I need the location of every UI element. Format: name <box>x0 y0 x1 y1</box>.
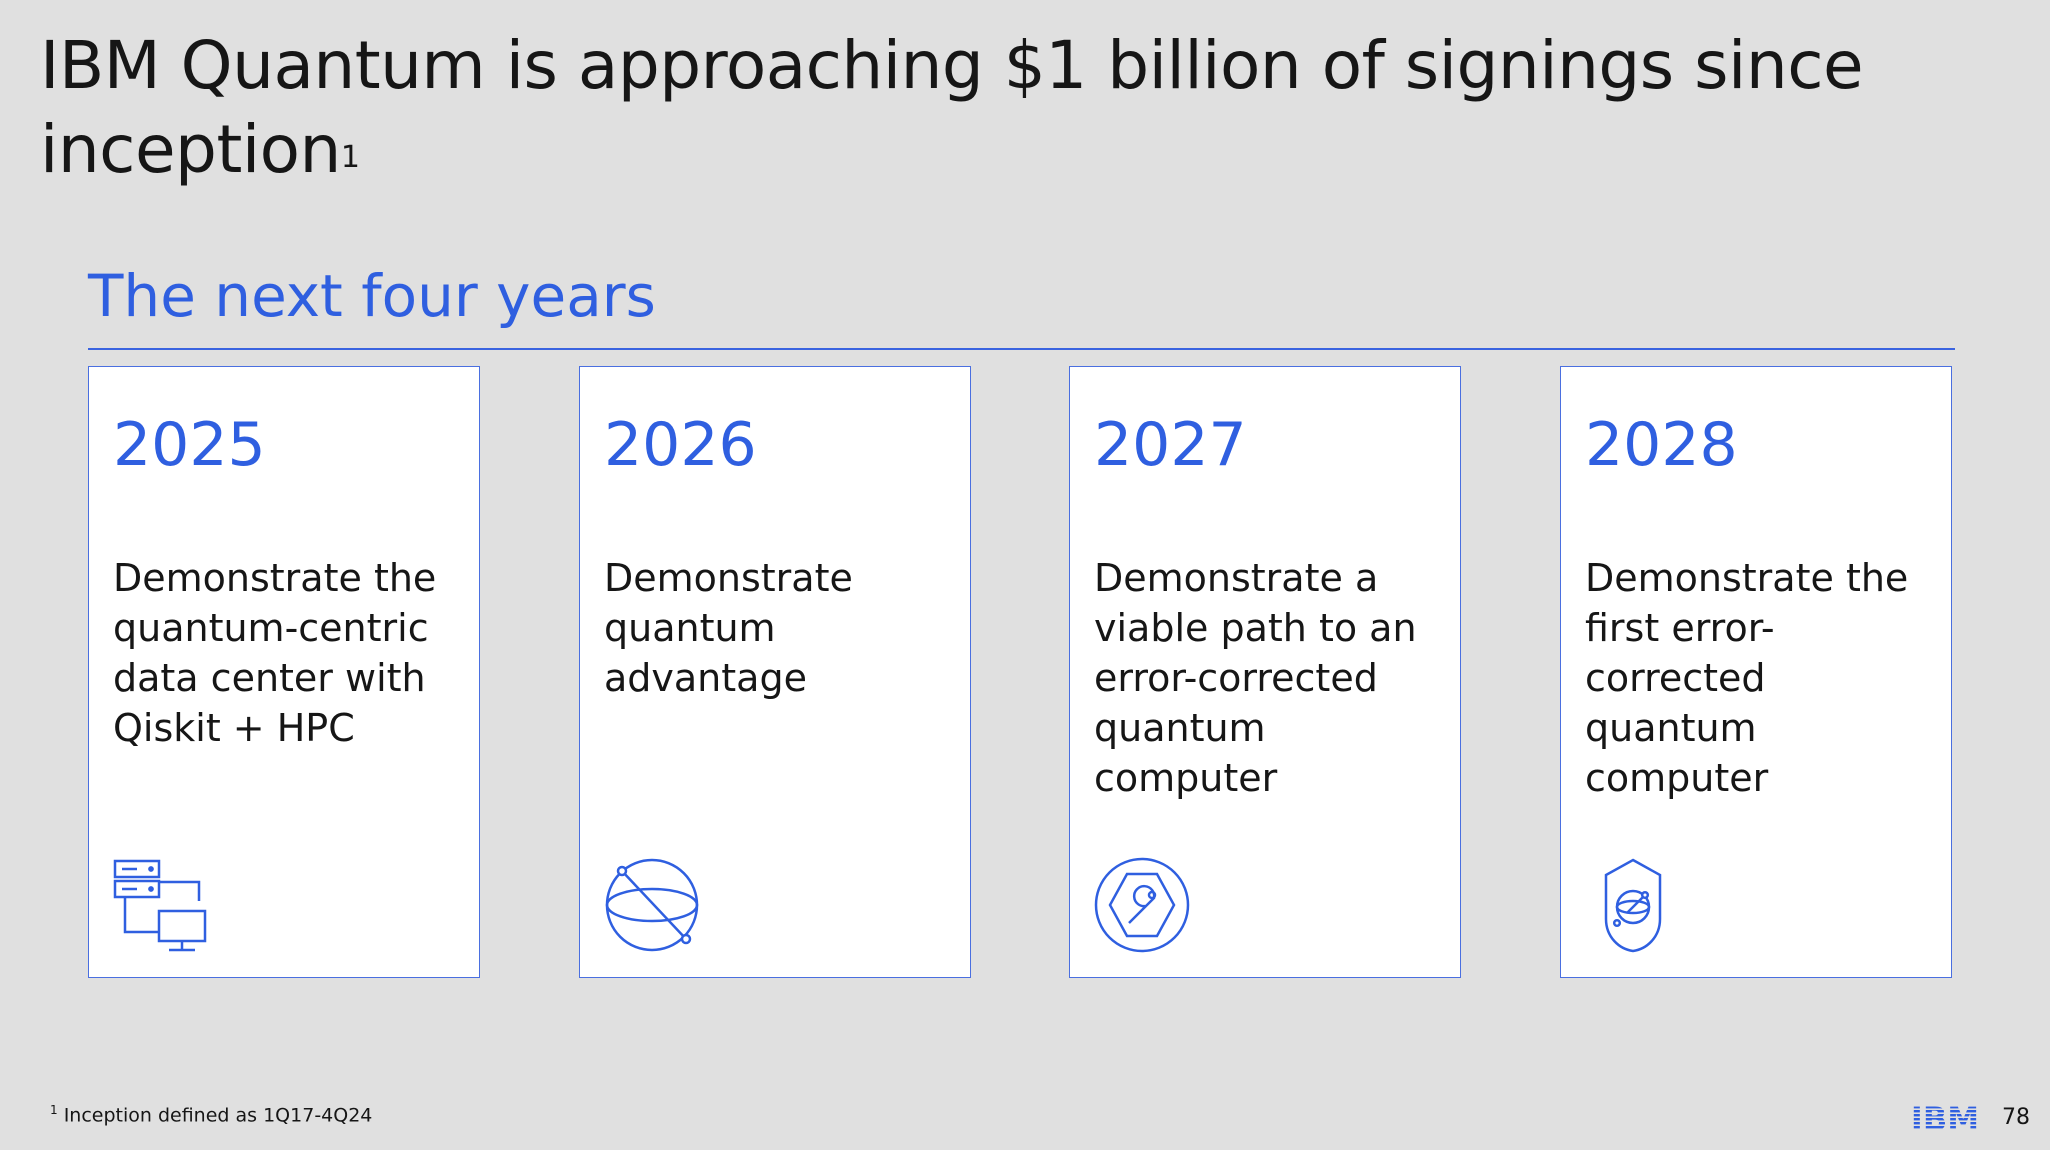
card-year: 2028 <box>1585 410 1738 480</box>
footnote-text: Inception defined as 1Q17-4Q24 <box>63 1104 373 1127</box>
slide-title-text: IBM Quantum is approaching $1 billion of… <box>40 27 1864 188</box>
card-description: Demonstrate the quantum-centric data cen… <box>113 556 437 750</box>
page-number: 78 <box>2002 1105 2030 1130</box>
card-year: 2027 <box>1094 410 1247 480</box>
card-2027: 2027 Demonstrate a viable path to an err… <box>1069 366 1461 978</box>
wrench-hexagon-icon <box>1094 857 1190 953</box>
footnote-marker: 1 <box>50 1103 58 1117</box>
card-2026: 2026 Demonstrate quantum advantage <box>579 366 971 978</box>
data-center-icon <box>113 859 207 952</box>
slide-title: IBM Quantum is approaching $1 billion of… <box>40 24 1940 192</box>
card-year: 2025 <box>113 410 266 480</box>
card-2028: 2028 Demonstrate the first error-correct… <box>1560 366 1952 978</box>
card-description: Demonstrate a viable path to an error-co… <box>1094 556 1417 800</box>
footnote: 1 Inception defined as 1Q17-4Q24 <box>50 1098 372 1127</box>
ibm-logo: IBM <box>1911 1102 1979 1134</box>
card-2025: 2025 Demonstrate the quantum-centric dat… <box>88 366 480 978</box>
ibm-logo-text: IBM <box>1911 1102 1979 1134</box>
qubit-sphere-icon <box>605 858 699 952</box>
section-heading: The next four years <box>88 262 656 330</box>
card-description: Demonstrate quantum advantage <box>604 556 853 700</box>
card-year: 2026 <box>604 410 757 480</box>
title-footnote-marker: 1 <box>340 140 360 175</box>
shield-sphere-icon <box>1604 858 1662 953</box>
section-divider <box>88 348 1955 350</box>
card-description: Demonstrate the first error-corrected qu… <box>1585 556 1909 800</box>
